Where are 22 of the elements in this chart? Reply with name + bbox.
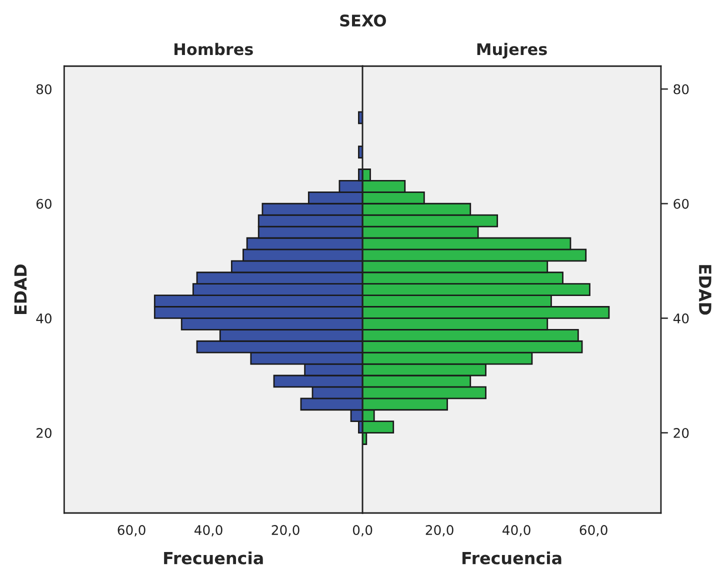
y-tick-label: 40	[673, 313, 689, 324]
chart-title: Mujeres	[477, 42, 547, 58]
x-tick-label: 20,0	[272, 525, 300, 536]
y-tick-label: 20	[36, 428, 52, 438]
y-tick-label: 20	[674, 428, 689, 438]
x-tick-label: 0,0	[352, 525, 372, 536]
x-tick-label: 40,0	[502, 525, 530, 536]
x-tick-label: 60,0	[580, 525, 608, 536]
y-tick-label: 60	[36, 198, 52, 209]
y-tick-label: 40	[36, 313, 52, 324]
y-tick-label: 80	[36, 84, 52, 94]
y-axis-title: EDAD	[699, 265, 712, 315]
y-tick-label: 60	[674, 198, 689, 209]
x-axis-title: Frecuencia	[462, 551, 562, 564]
x-tick-label: 60,0	[118, 525, 146, 536]
chart-title: Hombres	[174, 42, 253, 56]
y-tick-label: 80	[674, 84, 689, 94]
x-tick-label: 20,0	[426, 525, 454, 536]
x-axis-title: Frecuencia	[164, 551, 263, 564]
x-tick-label: 40,0	[194, 525, 222, 536]
y-axis-title: EDAD	[14, 264, 27, 314]
text: SEXO	[340, 14, 386, 27]
